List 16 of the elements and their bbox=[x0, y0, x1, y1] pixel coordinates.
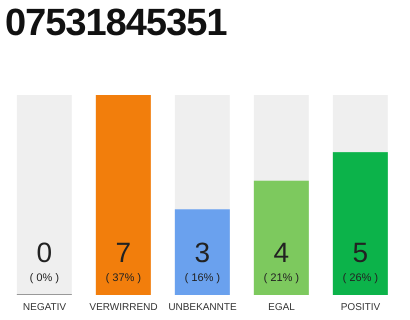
data-label: 7 bbox=[116, 237, 132, 268]
annotation: ( 37% ) bbox=[106, 272, 142, 284]
x-tick-label: POSITIV bbox=[340, 302, 381, 314]
annotation: ( 21% ) bbox=[264, 272, 300, 284]
annotation: ( 0% ) bbox=[30, 272, 60, 284]
annotation: ( 16% ) bbox=[184, 272, 220, 284]
x-tick-label: NEGATIV bbox=[22, 302, 66, 314]
data-label: 4 bbox=[274, 237, 290, 268]
x-tick-label: UNBEKANNTE bbox=[168, 302, 237, 314]
x-tick-label: EGAL bbox=[268, 302, 296, 314]
x-tick-label: VERWIRREND bbox=[89, 302, 158, 314]
chart-title: 07531845351 bbox=[5, 2, 226, 45]
data-label: 3 bbox=[194, 237, 210, 268]
data-label: 5 bbox=[352, 237, 368, 268]
data-label: 0 bbox=[36, 237, 52, 268]
annotation: ( 26% ) bbox=[342, 272, 378, 284]
